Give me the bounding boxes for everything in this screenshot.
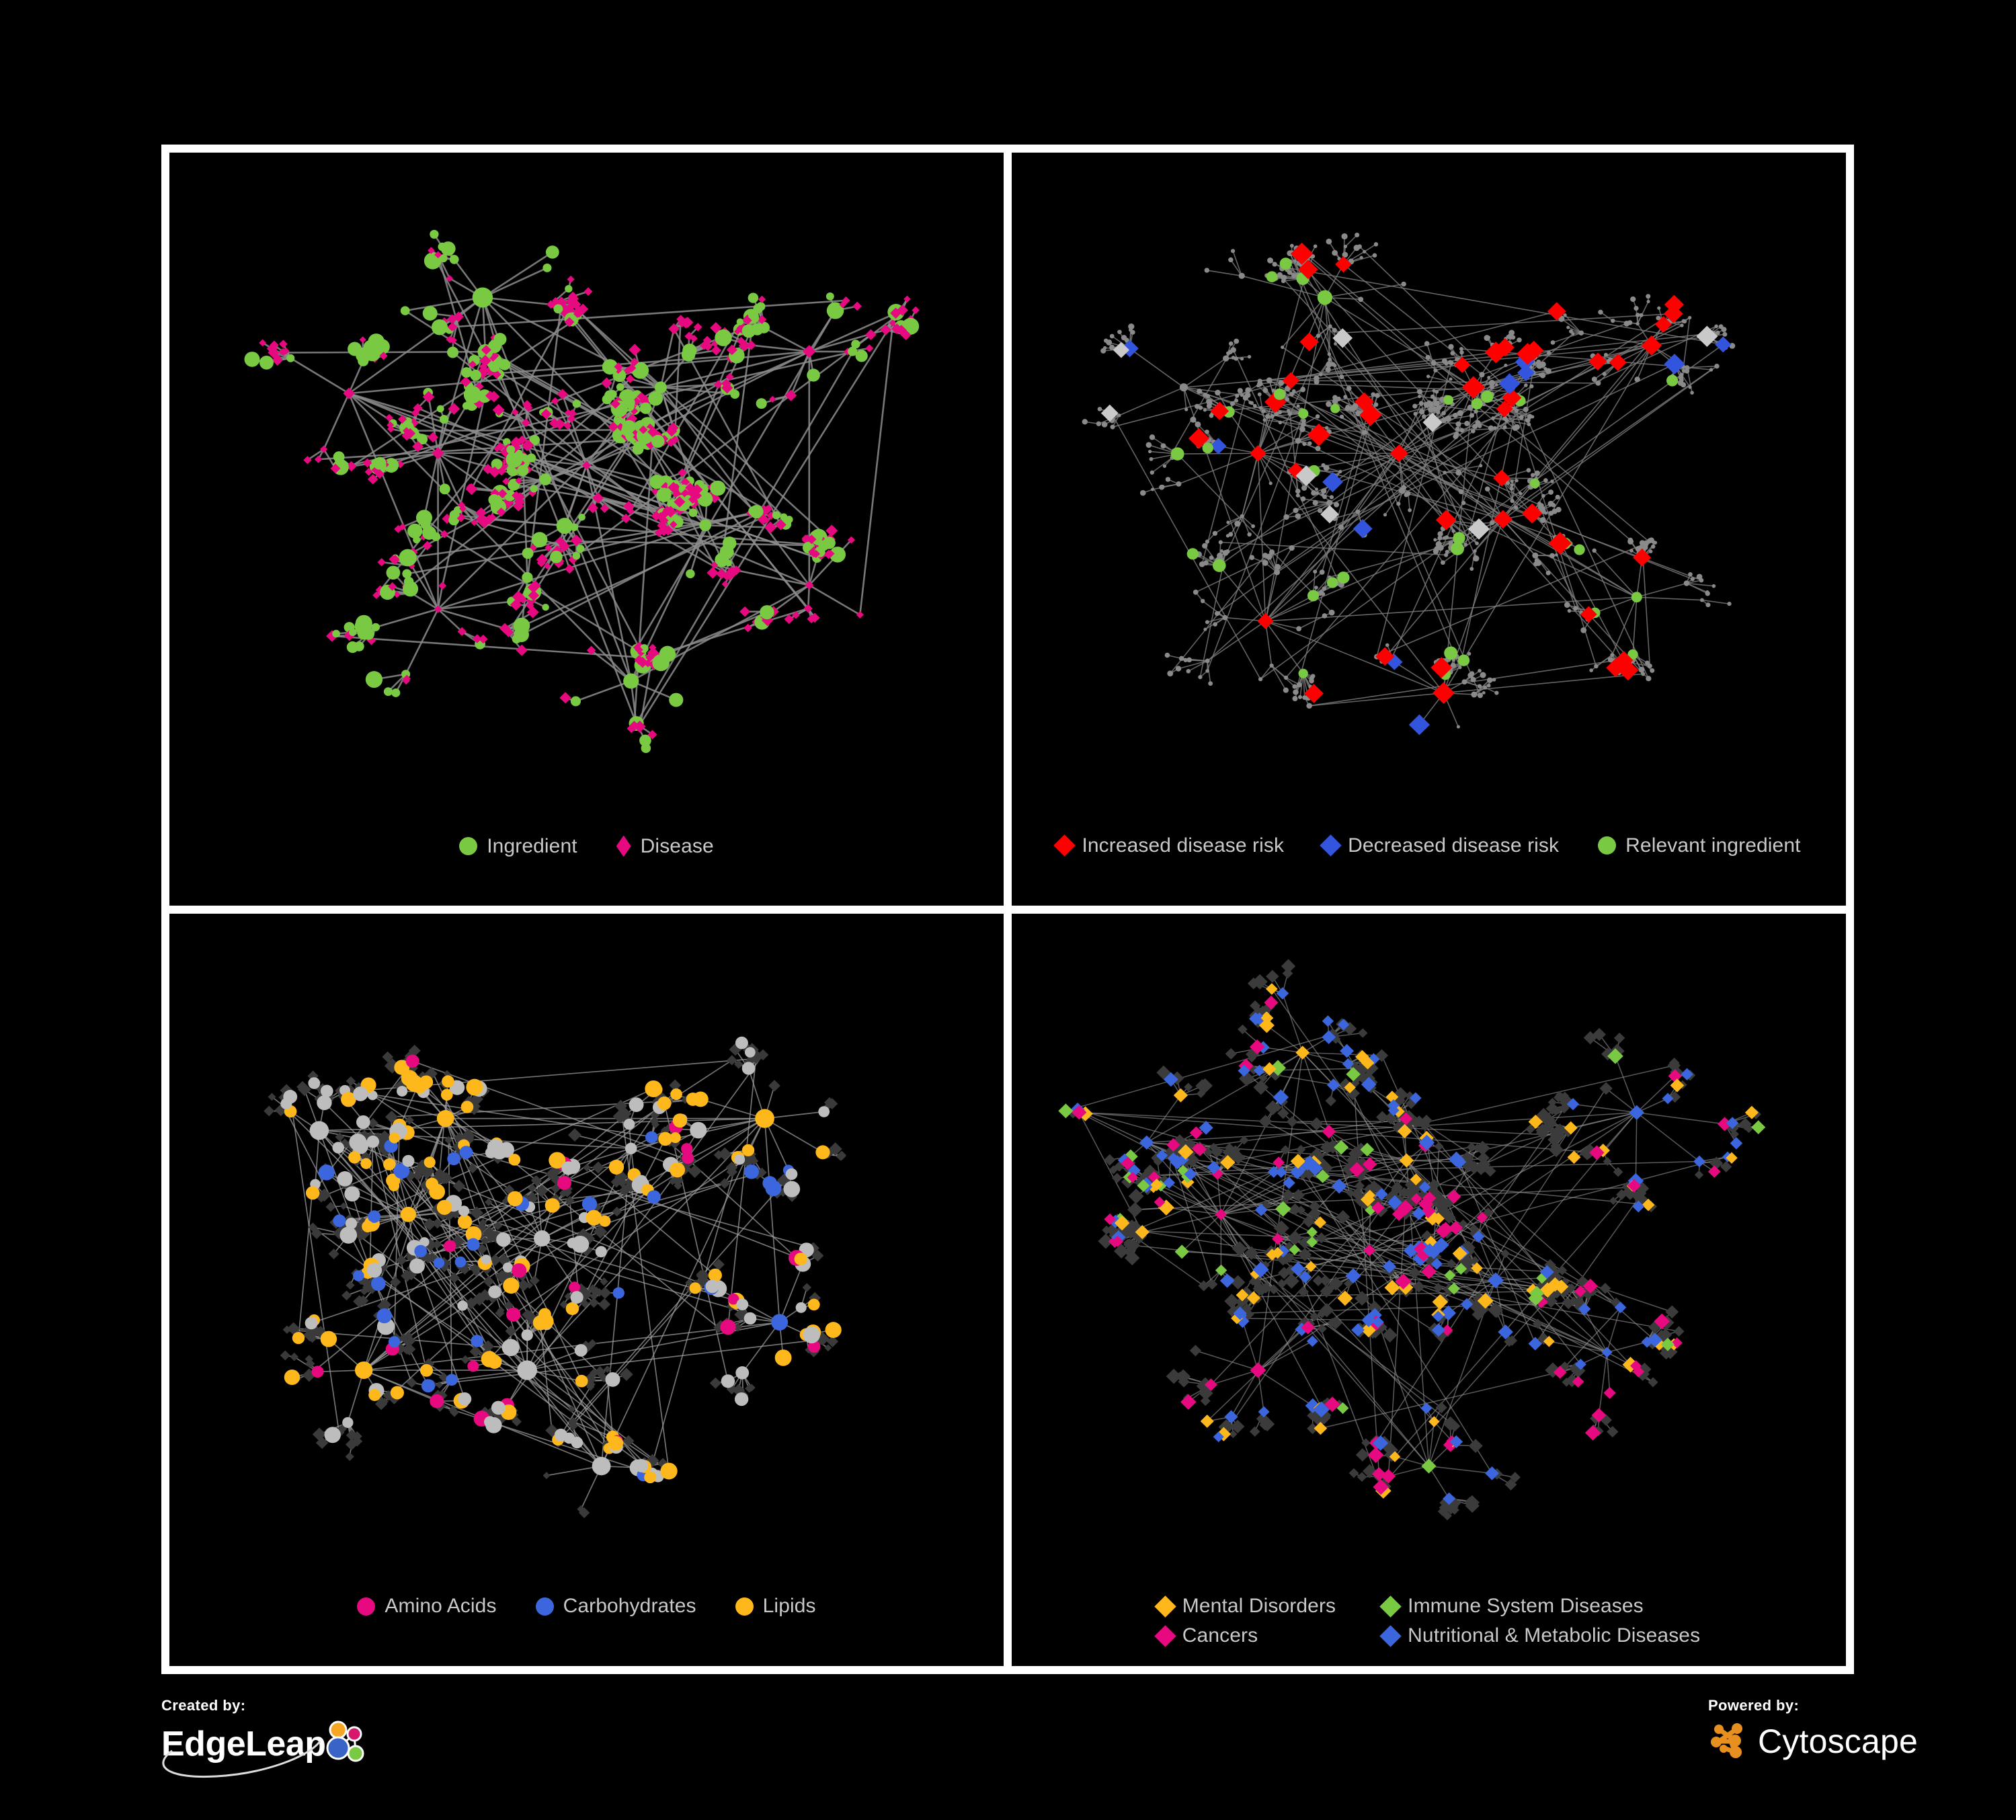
panel-ingredient-class-network-canvas[interactable] — [169, 914, 1004, 1587]
panel-ingredient-class-network-legend: Amino Acids Carbohydrates Lipids — [169, 1587, 1004, 1666]
created-by-kicker: Created by: — [161, 1697, 246, 1714]
legend-label: Cancers — [1182, 1624, 1258, 1647]
red-diamond-icon — [1053, 834, 1076, 857]
legend-label: Disease — [640, 834, 714, 857]
legend-item[interactable]: Carbohydrates — [535, 1595, 696, 1617]
orange-circle-icon — [735, 1597, 754, 1616]
green-circle-icon — [459, 837, 478, 855]
edgeleap-node-graph-logo-icon — [322, 1718, 372, 1769]
legend-item[interactable]: Nutritional & Metabolic Diseases — [1379, 1624, 1701, 1647]
legend-item[interactable]: Mental Disorders — [1154, 1595, 1336, 1618]
panel-disease-class-network: Mental Disorders Immune System Diseases Ca… — [1012, 913, 1846, 1666]
legend-item[interactable]: Ingredient — [459, 836, 577, 857]
legend-item[interactable]: Relevant ingredient — [1598, 834, 1801, 857]
panel-ingredient-class-network: Amino Acids Carbohydrates Lipids — [169, 913, 1004, 1666]
legend-label: Mental Disorders — [1182, 1595, 1336, 1617]
panel-ingredient-disease-network-legend: Ingredient Disease — [169, 826, 1004, 906]
legend-items: Ingredient Disease — [459, 834, 714, 857]
panel-disease-class-network-canvas[interactable] — [1012, 914, 1846, 1587]
legend-label: Increased disease risk — [1082, 834, 1285, 857]
blue-diamond-icon — [1379, 1624, 1402, 1647]
figure-footer: Created by: EdgeLeap — [0, 1681, 2016, 1820]
panel-disease-class-network-legend: Mental Disorders Immune System Diseases Ca… — [1012, 1587, 1846, 1666]
legend-label: Relevant ingredient — [1625, 834, 1801, 857]
green-circle-icon — [1598, 836, 1617, 855]
edgeleap-swoosh-icon — [155, 1728, 356, 1785]
cytoscape-logo-icon — [1708, 1718, 1751, 1764]
pink-diamond-icon — [1154, 1624, 1176, 1647]
cytoscape-logo-row: Cytoscape — [1708, 1718, 1918, 1764]
cytoscape-wordmark: Cytoscape — [1757, 1722, 1918, 1760]
legend-label: Decreased disease risk — [1348, 834, 1560, 857]
network-figure-grid: Ingredient Disease Increased disease risk D… — [161, 145, 1854, 1674]
panel-disease-risk-network-graph — [1082, 233, 1736, 736]
pink-circle-icon — [357, 1597, 376, 1616]
panel-ingredient-disease-network-graph — [244, 229, 920, 753]
legend-item[interactable]: Amino Acids — [357, 1596, 496, 1616]
panel-disease-class-network-graph — [1058, 959, 1766, 1520]
panel-disease-risk-network: Increased disease risk Decreased disease … — [1012, 153, 1846, 906]
legend-label: Amino Acids — [385, 1595, 497, 1617]
legend-items: Mental Disorders Immune System Diseases Ca… — [1154, 1595, 1701, 1647]
pink-diamond-icon — [616, 835, 631, 857]
panel-disease-risk-network-canvas[interactable] — [1012, 153, 1846, 826]
powered-by-brand: Powered by: — [1708, 1697, 1918, 1764]
panel-ingredient-disease-network-canvas[interactable] — [169, 153, 1004, 826]
legend-label: Nutritional & Metabolic Diseases — [1408, 1624, 1701, 1647]
legend-item[interactable]: Immune System Diseases — [1379, 1595, 1644, 1618]
panel-disease-risk-network-legend: Increased disease risk Decreased disease … — [1012, 826, 1846, 906]
legend-item[interactable]: Decreased disease risk — [1320, 834, 1560, 857]
legend-item[interactable]: Lipids — [735, 1596, 816, 1616]
legend-item[interactable]: Cancers — [1154, 1624, 1258, 1647]
edgeleap-wordmark: EdgeLeap — [161, 1724, 326, 1764]
green-diamond-icon — [1379, 1595, 1402, 1618]
orange-diamond-icon — [1154, 1595, 1176, 1618]
panel-ingredient-class-network-graph — [264, 1036, 847, 1518]
legend-label: Carbohydrates — [563, 1595, 696, 1617]
legend-label: Lipids — [762, 1595, 816, 1617]
powered-by-kicker: Powered by: — [1707, 1697, 1800, 1714]
legend-item[interactable]: Increased disease risk — [1053, 834, 1285, 857]
edgeleap-logo-row: EdgeLeap — [161, 1718, 372, 1769]
panel-ingredient-disease-network: Ingredient Disease — [169, 153, 1004, 906]
legend-label: Ingredient — [487, 834, 577, 857]
created-by-brand: Created by: EdgeLeap — [161, 1697, 372, 1778]
legend-items: Increased disease risk Decreased disease … — [1053, 834, 1801, 857]
blue-diamond-icon — [1320, 834, 1342, 857]
legend-item[interactable]: Disease — [616, 834, 714, 857]
legend-items: Amino Acids Carbohydrates Lipids — [357, 1595, 816, 1617]
legend-label: Immune System Diseases — [1408, 1595, 1644, 1617]
blue-circle-icon — [535, 1597, 554, 1616]
